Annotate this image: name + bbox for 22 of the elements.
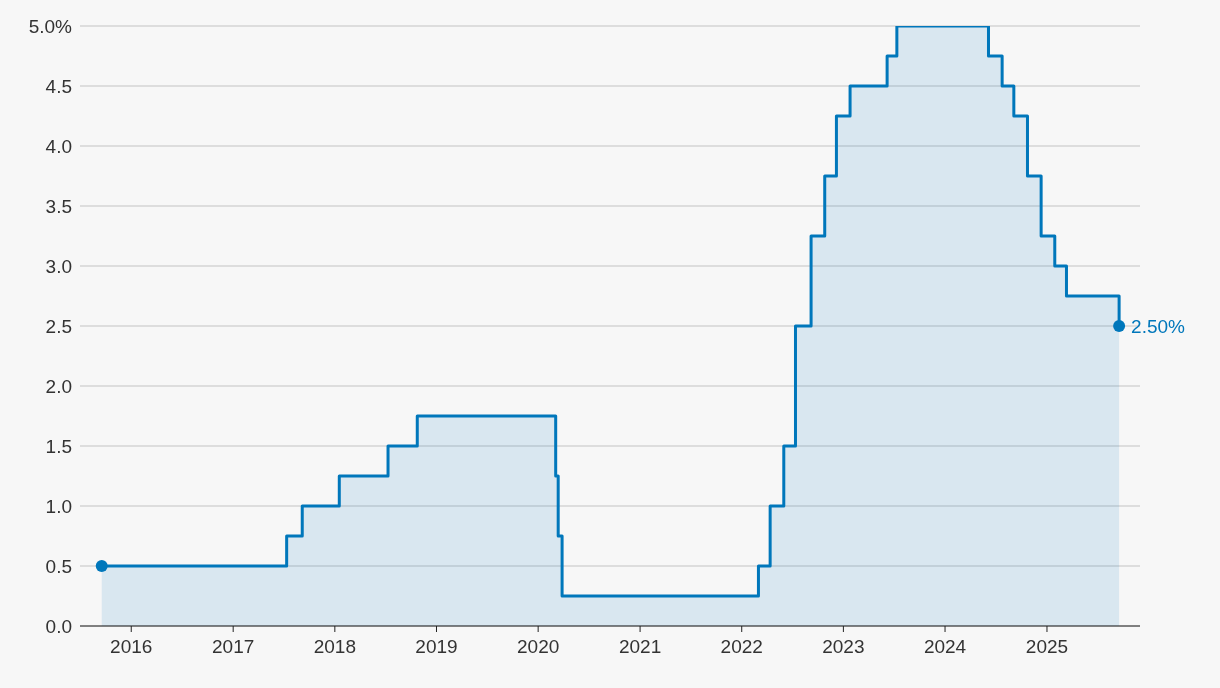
x-tick-label: 2020 <box>517 636 560 658</box>
x-tick-label: 2025 <box>1025 636 1069 658</box>
y-tick-label: 1.5 <box>45 435 72 457</box>
x-tick-label: 2023 <box>822 636 865 658</box>
y-tick-label: 4.5 <box>45 75 72 97</box>
y-tick-label: 2.0 <box>45 375 72 397</box>
x-tick-label: 2019 <box>415 636 458 658</box>
y-tick-label: 4.0 <box>45 135 72 157</box>
x-tick-label: 2022 <box>720 636 763 658</box>
y-tick-label: 1.0 <box>45 495 72 517</box>
y-tick-label: 3.5 <box>45 195 72 217</box>
x-tick-label: 2024 <box>923 636 967 658</box>
y-tick-label: 0.5 <box>45 555 72 577</box>
x-tick-label: 2016 <box>110 636 153 658</box>
annotation: 2.50% <box>1131 315 1186 337</box>
y-tick-label: 5.0% <box>28 15 73 37</box>
y-tick-label: 2.5 <box>45 315 72 337</box>
x-tick-label: 2017 <box>212 636 255 658</box>
y-tick-label: 0.0 <box>45 615 72 637</box>
x-tick-label: 2018 <box>313 636 356 658</box>
y-tick-label: 3.0 <box>45 255 72 277</box>
x-tick-label: 2021 <box>618 636 662 658</box>
